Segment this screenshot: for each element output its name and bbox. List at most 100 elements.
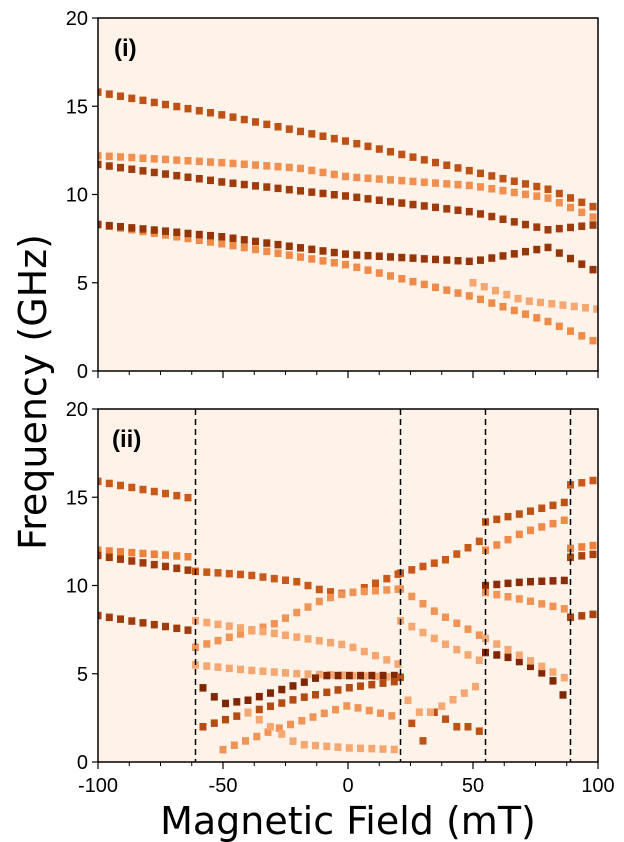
heat-cell — [264, 728, 272, 736]
y-tick-label: 20 — [66, 8, 88, 30]
heat-cell — [504, 512, 512, 521]
branch-1 — [98, 477, 192, 502]
heat-cell — [128, 165, 136, 173]
heat-cell — [555, 224, 563, 233]
heat-cell — [372, 651, 379, 660]
heat-cell — [383, 673, 391, 681]
heat-cell — [270, 574, 278, 583]
x-tick-label: 50 — [462, 775, 484, 797]
heat-cell — [207, 238, 214, 246]
heat-cell — [365, 706, 373, 715]
heatmap-branches-top — [98, 88, 599, 345]
heat-cell — [515, 657, 523, 666]
branch-23 — [559, 691, 567, 699]
heat-cell — [173, 156, 181, 164]
heat-cell — [515, 595, 523, 603]
heat-cell — [387, 197, 394, 206]
heat-cell — [510, 177, 518, 185]
heat-cell — [522, 180, 529, 188]
heat-cell — [259, 623, 267, 631]
heat-cell — [278, 699, 286, 707]
heat-cell — [128, 557, 136, 565]
heat-cell — [162, 227, 169, 235]
heat-cell — [477, 183, 484, 191]
branch-12 — [244, 708, 398, 754]
heat-cell — [323, 742, 331, 751]
heat-cell — [244, 696, 252, 704]
heat-cell — [105, 221, 113, 230]
heat-cell — [345, 671, 353, 680]
heat-cell — [349, 643, 357, 652]
heat-cell — [214, 636, 222, 645]
heat-cell — [522, 220, 529, 229]
heat-cell — [285, 251, 293, 259]
heat-cell — [522, 190, 529, 199]
heat-cell — [420, 156, 428, 164]
x-ticks-top — [97, 371, 599, 378]
heat-cell — [285, 185, 293, 194]
heat-cell — [482, 634, 489, 643]
heat-cell — [162, 100, 169, 109]
branch-5 — [98, 220, 597, 274]
heat-cell — [308, 188, 316, 196]
heat-cell — [150, 620, 158, 629]
heat-cell — [464, 625, 472, 633]
heat-cell — [293, 608, 301, 617]
heat-cell — [315, 585, 323, 594]
heat-cell — [162, 231, 169, 239]
heat-cell — [327, 593, 334, 602]
heat-cell — [443, 256, 451, 264]
heat-cell — [332, 705, 339, 714]
heat-cell — [184, 229, 192, 238]
heat-cell — [345, 684, 353, 692]
heat-cell — [589, 336, 597, 345]
heat-cell — [184, 566, 192, 574]
heat-cell — [240, 160, 248, 168]
heat-cell — [229, 113, 237, 121]
heat-cell — [465, 257, 473, 266]
x-tick-label: -50 — [209, 775, 238, 797]
heat-cell — [589, 213, 597, 221]
heat-cell — [300, 741, 308, 749]
heat-cell — [475, 631, 483, 639]
heat-cell — [312, 691, 319, 699]
heat-cell — [354, 704, 362, 712]
heat-cell — [559, 691, 567, 699]
heat-cell — [387, 148, 394, 156]
heat-cell — [320, 709, 328, 718]
heat-cell — [184, 104, 192, 113]
heat-cell — [117, 548, 124, 556]
heat-cell — [229, 179, 237, 187]
heat-cell — [259, 573, 267, 581]
heat-cell — [353, 139, 361, 148]
heat-cell — [560, 576, 568, 585]
heat-cell — [578, 543, 586, 551]
heat-cell — [117, 92, 124, 100]
heat-cell — [330, 170, 338, 179]
branch-2 — [98, 546, 192, 561]
panel-label-ii: (ii) — [112, 426, 141, 453]
heat-cell — [304, 581, 312, 590]
heat-cell — [415, 708, 423, 716]
heat-cell — [225, 622, 233, 630]
heat-cell — [203, 618, 211, 627]
heat-cell — [549, 668, 557, 676]
heat-cell — [98, 611, 102, 620]
heat-cell — [330, 134, 338, 143]
heat-cell — [544, 185, 552, 193]
x-tick-label: -100 — [78, 775, 118, 797]
heat-cell — [514, 294, 522, 303]
heat-cell — [229, 159, 237, 168]
y-tick-label: 15 — [66, 96, 88, 118]
heat-cell — [453, 645, 461, 654]
heat-cell — [430, 559, 438, 567]
x-tick-label: 100 — [581, 775, 614, 797]
heat-cell — [533, 314, 541, 322]
heat-cell — [527, 526, 534, 535]
heat-cell — [387, 176, 394, 184]
heat-cell — [105, 547, 113, 555]
heat-cell — [488, 299, 496, 307]
branch-4 — [98, 611, 192, 634]
heat-cell — [298, 717, 306, 725]
heat-cell — [312, 741, 319, 750]
